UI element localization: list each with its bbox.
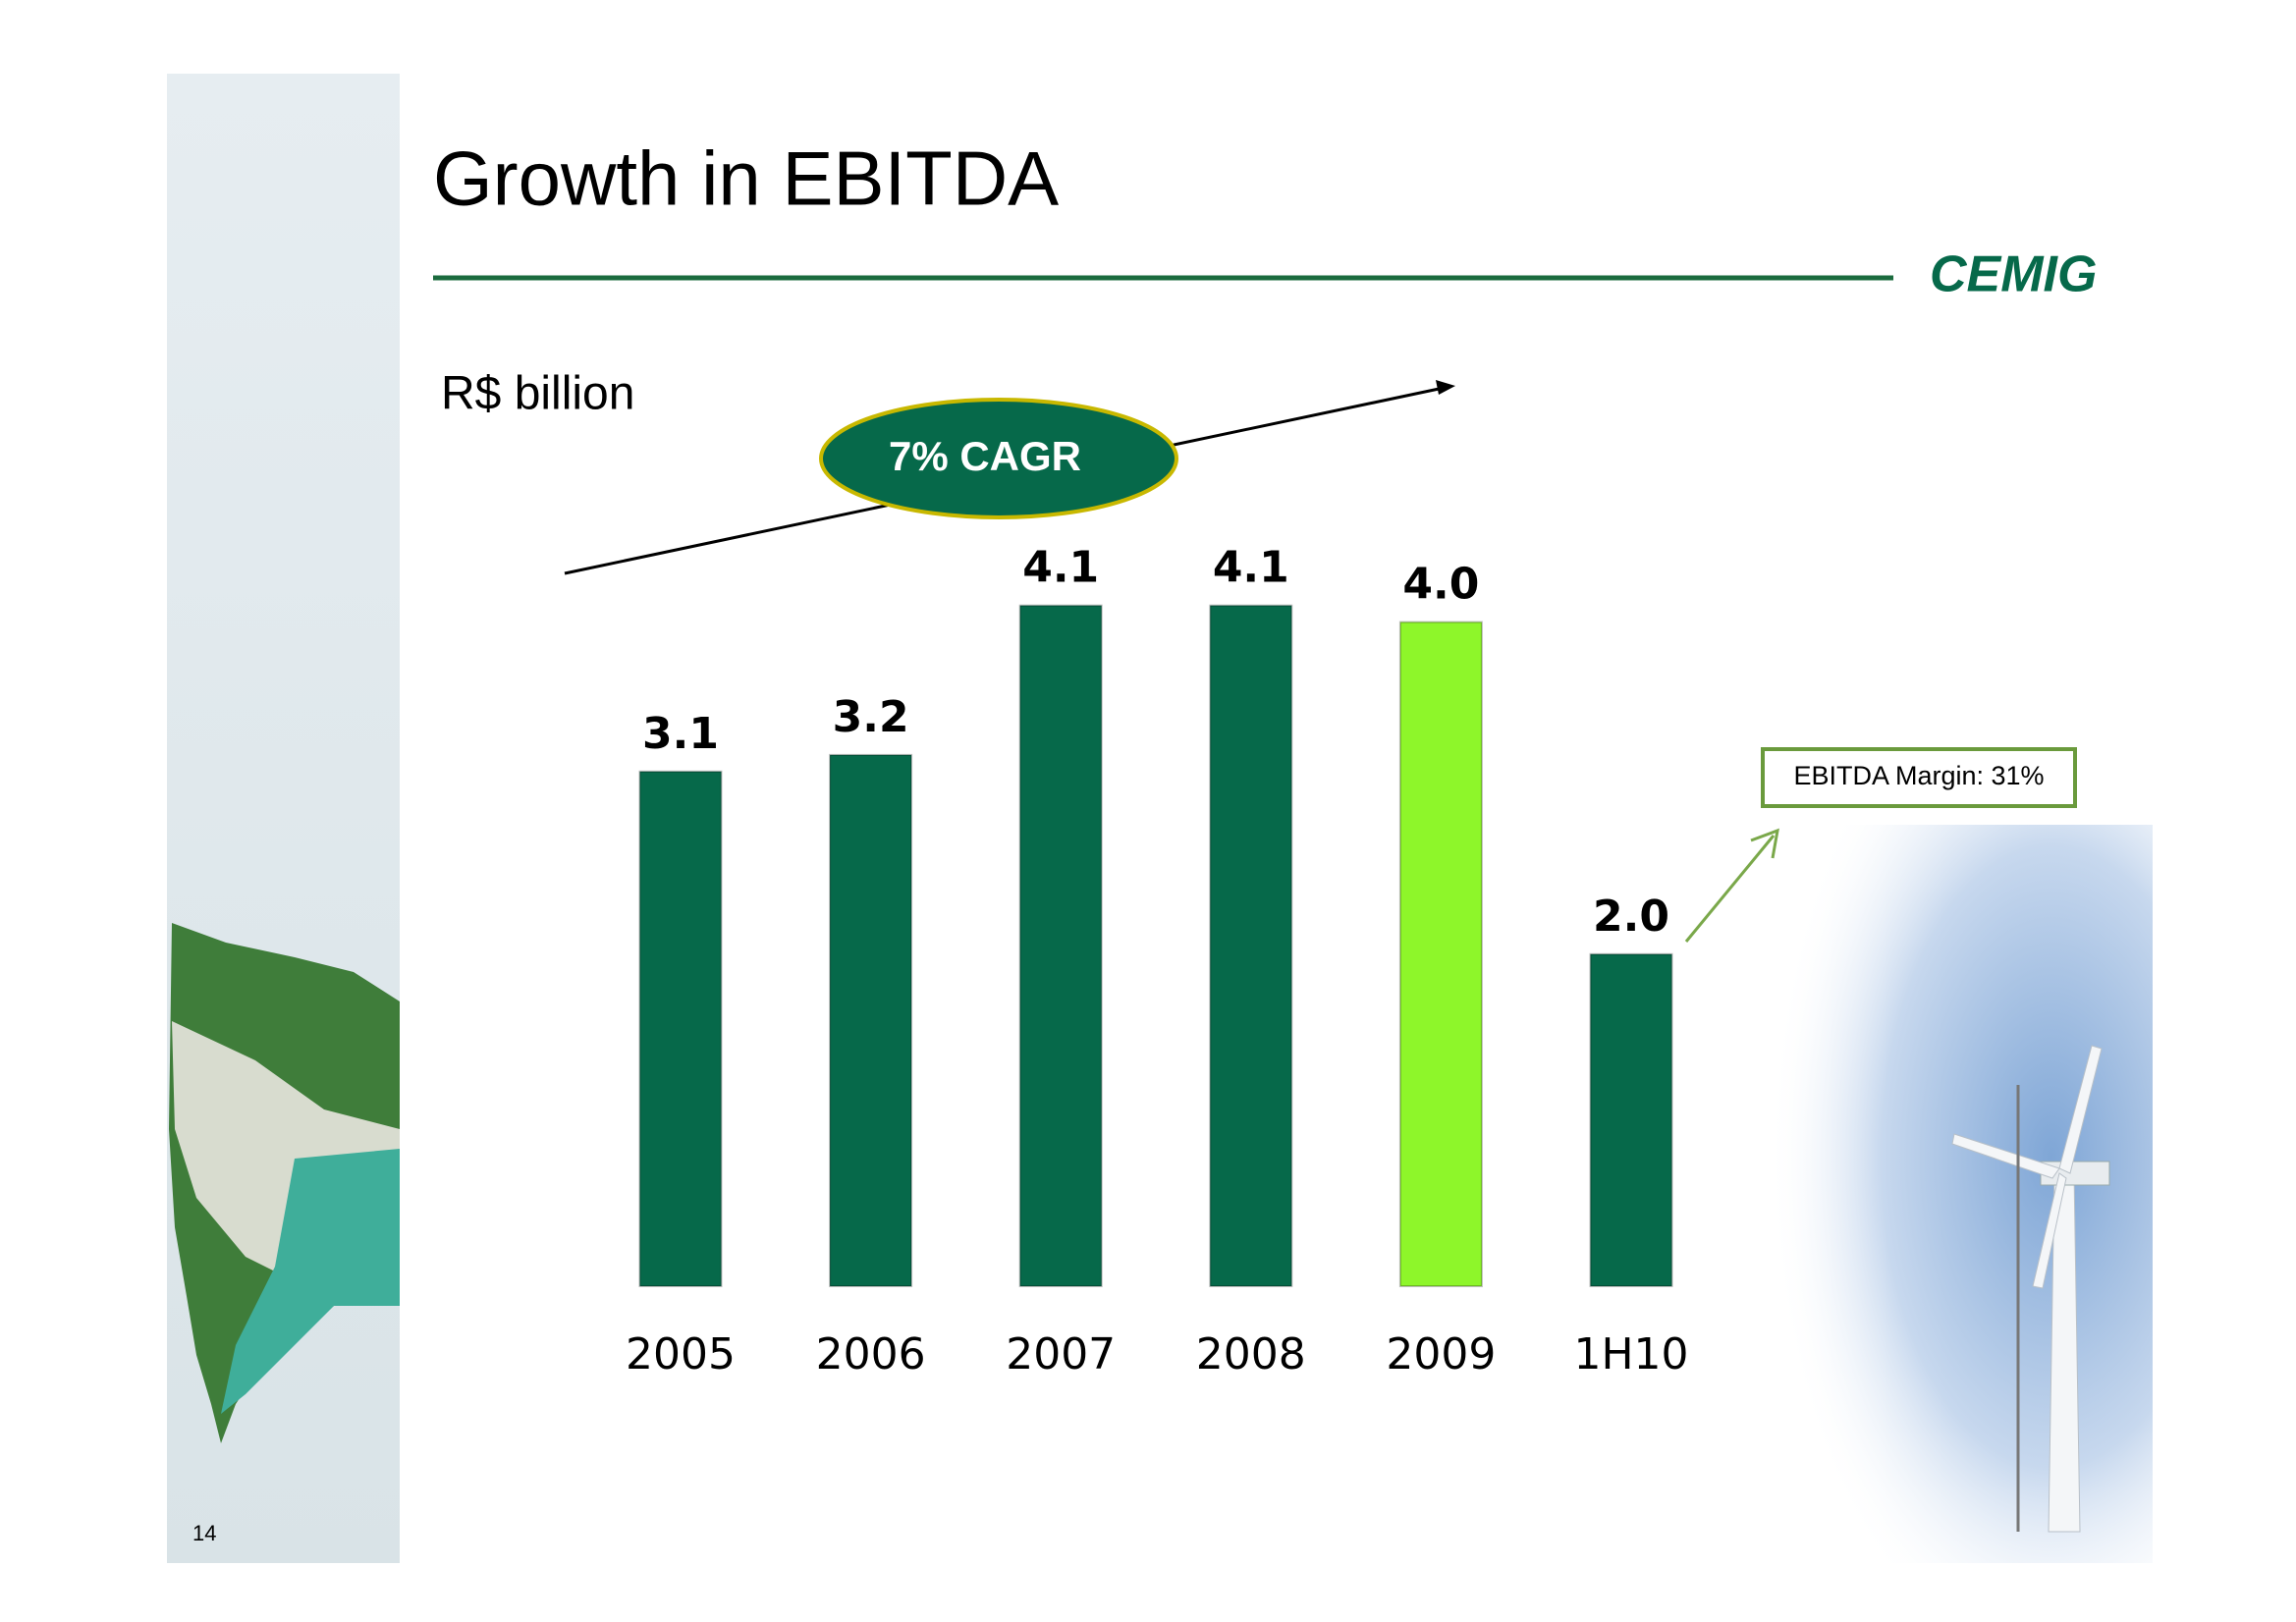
plot: 3.1 2005 3.2 2006 4.1 2007 4.1 2008 4.0 2009 2.0 1H… <box>626 543 1689 1379</box>
bar <box>1589 952 1673 1287</box>
value-label: 4.1 <box>1022 543 1099 593</box>
unit-label: R$ billion <box>441 368 634 420</box>
margin-label: EBITDA Margin: 31% <box>1793 761 2044 790</box>
margin-arrowhead <box>1750 828 1779 859</box>
bar <box>1398 621 1483 1287</box>
wind-turbine <box>1951 1045 2110 1533</box>
margin-arrow <box>1684 835 1776 943</box>
trend-arrowhead <box>1436 380 1455 395</box>
bar <box>1209 604 1293 1287</box>
x-tick-label: 2006 <box>816 1329 926 1379</box>
logo: CEMIG <box>1930 246 2097 303</box>
page-number: 14 <box>192 1521 216 1545</box>
x-tick-label: 2009 <box>1386 1329 1496 1379</box>
x-tick-label: 2007 <box>1006 1329 1116 1379</box>
bar <box>829 753 913 1287</box>
value-label: 2.0 <box>1593 892 1669 942</box>
cagr-label: 7% CAGR <box>889 433 1081 479</box>
margin-box <box>1761 747 2077 808</box>
value-label: 4.0 <box>1402 560 1479 610</box>
x-tick-label: 1H10 <box>1573 1329 1688 1379</box>
value-label: 4.1 <box>1213 543 1289 593</box>
cagr-badge <box>819 398 1178 519</box>
slide-title: Growth in EBITDA <box>433 135 1059 222</box>
sky-image <box>1748 825 2153 1563</box>
value-label: 3.1 <box>642 709 719 759</box>
bar <box>1018 604 1103 1287</box>
bar <box>638 770 723 1287</box>
x-tick-label: 2005 <box>626 1329 736 1379</box>
value-label: 3.2 <box>833 692 909 742</box>
water-image <box>221 1149 400 1414</box>
x-tick-label: 2008 <box>1196 1329 1306 1379</box>
